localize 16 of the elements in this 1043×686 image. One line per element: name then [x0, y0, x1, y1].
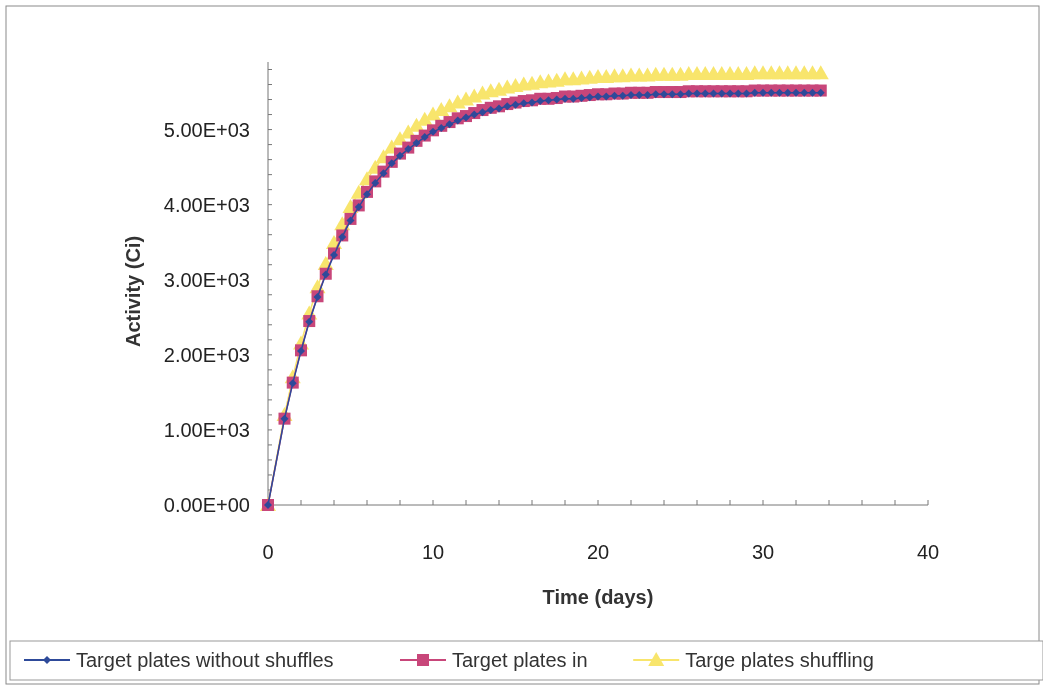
x-tick-label: 30	[751, 541, 775, 563]
y-tick-label: 5.00E+03	[163, 118, 250, 141]
legend-label: Target plates in	[452, 649, 588, 671]
legend-label: Target plates without shuffles	[76, 649, 334, 671]
y-tick-label: 3.00E+03	[163, 268, 250, 291]
legend-label: Targe plates shuffling	[685, 649, 874, 671]
x-tick-label: 20	[586, 541, 610, 563]
y-tick-label: 4.00E+03	[163, 193, 250, 216]
x-axis-title: Time (days)	[542, 586, 654, 608]
y-axis-title: Activity (Ci)	[122, 235, 144, 348]
x-tick-label: 10	[421, 541, 445, 563]
x-tick-label: 0	[262, 541, 274, 563]
y-tick-label: 0.00E+00	[163, 494, 250, 516]
y-tick-label: 2.00E+03	[163, 343, 250, 366]
x-tick-label: 40	[916, 541, 940, 563]
y-tick-label: 1.00E+03	[163, 418, 250, 441]
